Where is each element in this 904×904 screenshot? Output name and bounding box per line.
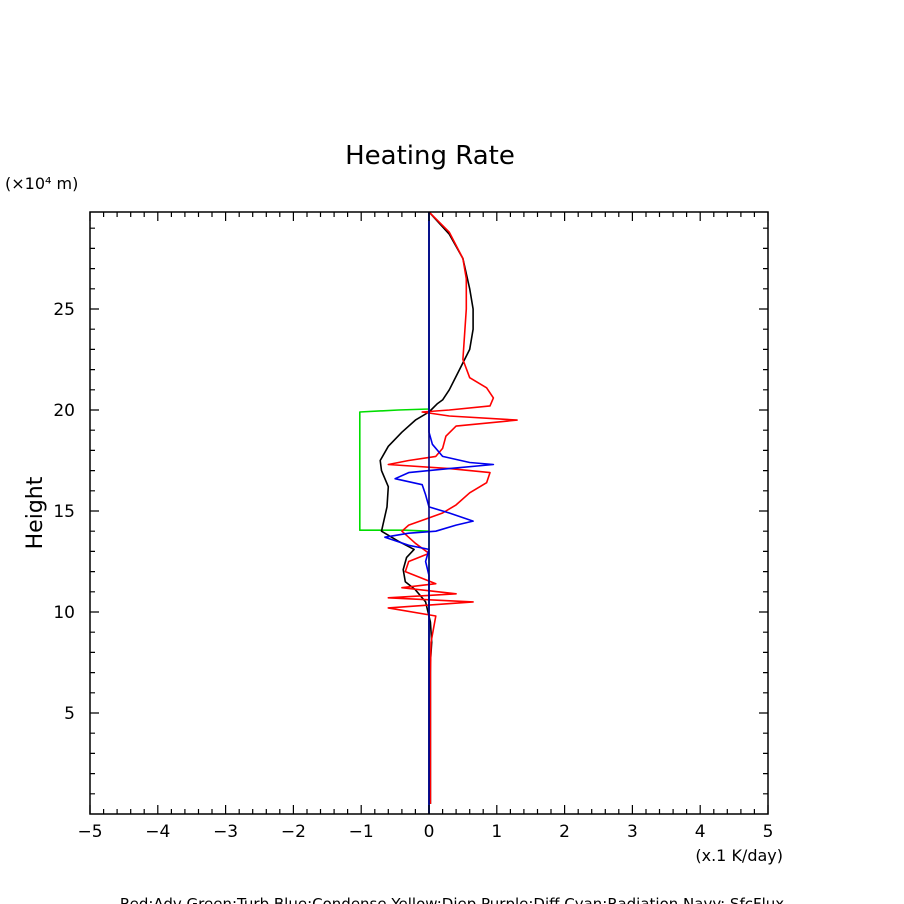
chart-title: Heating Rate <box>345 141 515 171</box>
plot-series <box>358 211 518 814</box>
legend-text: Red:Adv Green:Turb Blue:Condense Yellow:… <box>120 895 784 904</box>
series-line-1 <box>379 211 474 804</box>
y-tick-label: 10 <box>53 603 75 623</box>
x-tick-label: −1 <box>349 822 374 842</box>
series-line-3 <box>384 212 495 814</box>
series-line-2 <box>387 211 518 804</box>
x-tick-label: 2 <box>559 822 570 842</box>
x-tick-label: 5 <box>763 822 774 842</box>
x-tick-label: −2 <box>281 822 306 842</box>
y-tick-labels: 5 10 15 20 25 <box>53 300 75 724</box>
y-tick-label: 15 <box>53 502 75 522</box>
y-axis-label: Height <box>23 476 48 549</box>
y-tick-label: 20 <box>53 401 75 421</box>
x-tick-label: 3 <box>627 822 638 842</box>
x-tick-label: −3 <box>213 822 238 842</box>
series-line-0 <box>358 212 430 814</box>
plot-frame <box>89 211 769 815</box>
x-tick-labels: −5 −4 −3 −2 −1 0 1 2 3 4 5 <box>77 822 773 842</box>
y-tick-label: 5 <box>64 704 75 724</box>
x-tick-label: −5 <box>77 822 102 842</box>
y-unit-label: (×10⁴ m) <box>5 174 78 193</box>
x-unit-label: (x.1 K/day) <box>695 846 783 865</box>
y-tick-label: 25 <box>53 300 75 320</box>
x-tick-label: 4 <box>695 822 706 842</box>
x-tick-label: 1 <box>491 822 502 842</box>
x-tick-label: −4 <box>145 822 170 842</box>
x-tick-label: 0 <box>424 822 435 842</box>
